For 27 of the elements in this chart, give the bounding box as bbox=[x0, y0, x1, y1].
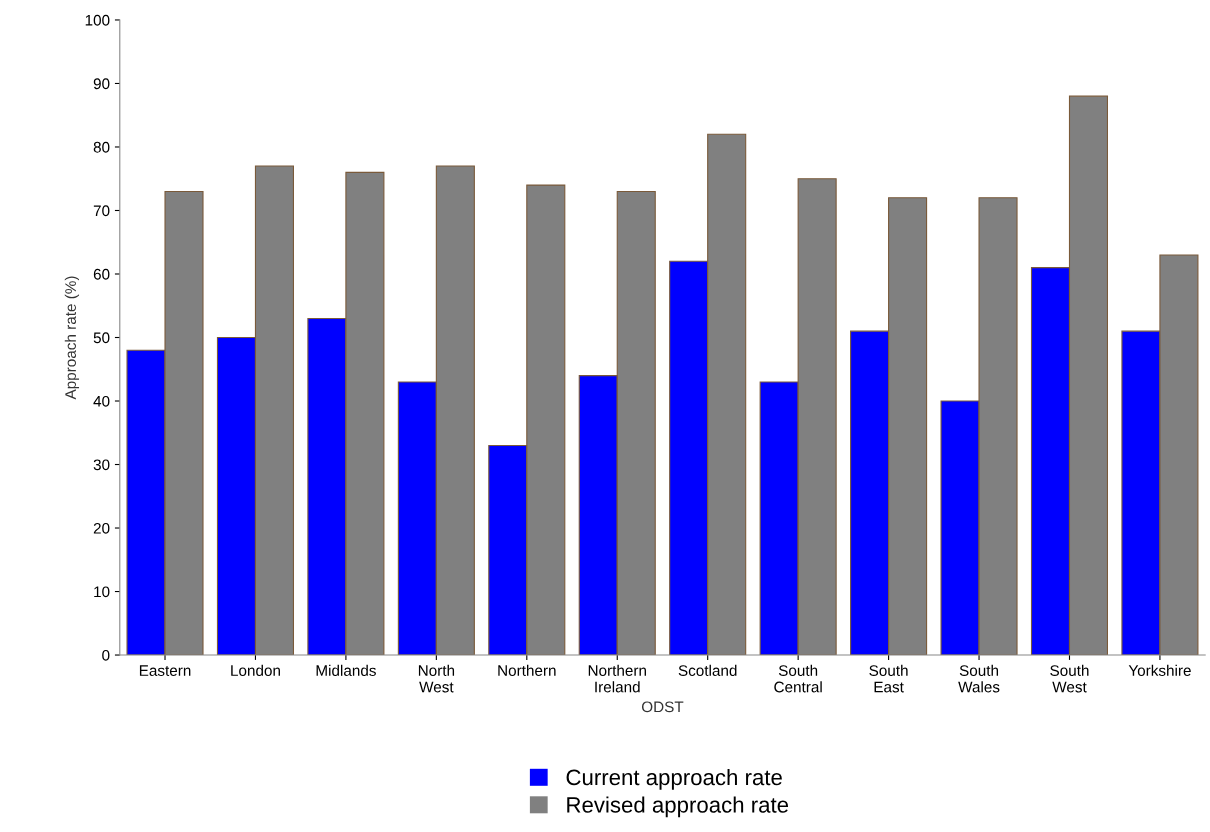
x-tick-label: South Central bbox=[774, 664, 822, 693]
x-axis-title: ODST bbox=[641, 701, 684, 713]
y-tick-label: 10 bbox=[94, 586, 110, 598]
x-tick-label: Scotland bbox=[678, 664, 737, 676]
y-tick-label: 30 bbox=[93, 459, 110, 471]
x-tick-label: Midlands bbox=[316, 664, 376, 676]
x-tick-label: South Wales bbox=[958, 664, 1000, 693]
y-tick-label: 70 bbox=[93, 205, 110, 217]
x-tick-label: London bbox=[231, 664, 280, 676]
y-tick-label: 80 bbox=[93, 141, 110, 153]
x-tick-label: Yorkshire bbox=[1128, 664, 1191, 676]
y-tick-label: 50 bbox=[93, 332, 110, 344]
y-tick-label: 60 bbox=[93, 268, 110, 280]
x-tick-label: Eastern bbox=[139, 665, 191, 676]
y-tick-label: 20 bbox=[93, 522, 110, 534]
y-tick-label: 100 bbox=[85, 14, 110, 26]
y-tick-label: 0 bbox=[102, 649, 110, 661]
x-tick-label: Northern Ireland bbox=[588, 664, 646, 693]
x-tick-label: South West bbox=[1050, 664, 1089, 693]
y-tick-label: 40 bbox=[93, 395, 110, 407]
x-tick-label: Northern bbox=[498, 664, 556, 676]
legend-label: Current approach rate bbox=[566, 768, 782, 790]
x-tick-label: South East bbox=[869, 664, 908, 693]
legend-label: Revised approach rate bbox=[567, 796, 789, 818]
y-tick-label: 90 bbox=[93, 78, 110, 90]
y-axis-title: Approach rate (%) bbox=[64, 276, 80, 400]
x-tick-label: North West bbox=[418, 664, 455, 693]
